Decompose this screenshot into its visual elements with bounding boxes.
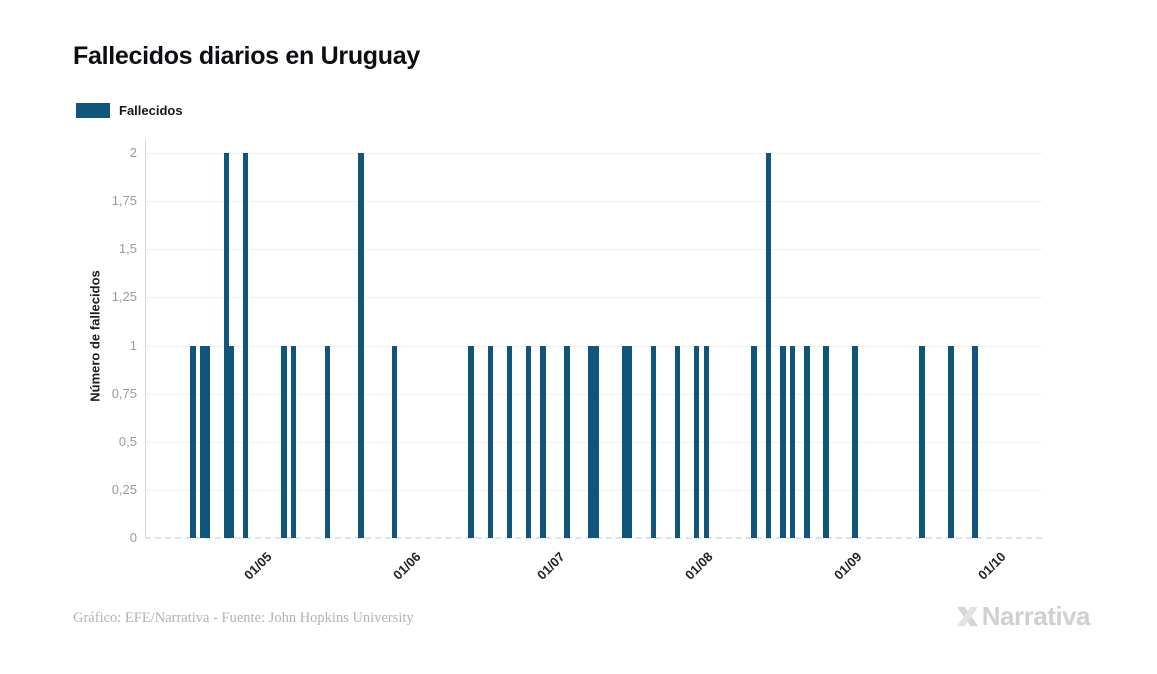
y-tick-label: 0,25 bbox=[111, 481, 137, 497]
bar[interactable] bbox=[487, 345, 494, 538]
bar[interactable] bbox=[703, 345, 709, 538]
legend-swatch-icon bbox=[76, 103, 110, 118]
bar[interactable] bbox=[564, 345, 570, 538]
bar[interactable] bbox=[228, 345, 235, 538]
bar[interactable] bbox=[468, 345, 474, 538]
bar[interactable] bbox=[199, 345, 206, 538]
gridline bbox=[145, 153, 1042, 154]
bar[interactable] bbox=[358, 153, 364, 538]
bar[interactable] bbox=[223, 153, 230, 538]
bar[interactable] bbox=[789, 345, 796, 538]
y-tick-label: 0,75 bbox=[111, 385, 137, 401]
bar[interactable] bbox=[919, 345, 925, 538]
bar[interactable] bbox=[823, 345, 829, 538]
gridline bbox=[145, 249, 1042, 251]
bar[interactable] bbox=[243, 153, 249, 538]
y-tick-label: 0 bbox=[129, 530, 137, 545]
x-tick-label: 01/07 bbox=[533, 549, 568, 583]
gridline bbox=[145, 297, 1042, 299]
legend-label: Fallecidos bbox=[119, 103, 183, 118]
bar[interactable] bbox=[291, 345, 297, 538]
bar[interactable] bbox=[391, 345, 398, 538]
bar[interactable] bbox=[972, 345, 978, 538]
bar[interactable] bbox=[804, 345, 810, 538]
y-tick-label: 1,75 bbox=[111, 193, 137, 209]
y-tick-label: 1,5 bbox=[118, 241, 137, 257]
y-tick-label: 1,25 bbox=[111, 289, 137, 305]
bar[interactable] bbox=[751, 345, 757, 538]
y-axis-line bbox=[145, 140, 146, 538]
bar[interactable] bbox=[693, 345, 700, 538]
bar[interactable] bbox=[765, 153, 772, 538]
bar[interactable] bbox=[588, 345, 594, 538]
bar[interactable] bbox=[852, 345, 858, 538]
bar[interactable] bbox=[674, 345, 681, 538]
x-axis-line bbox=[145, 537, 1042, 539]
chart-title: Fallecidos diarios en Uruguay bbox=[73, 42, 420, 70]
narrativa-logo-text: Narrativa bbox=[981, 601, 1091, 631]
bar[interactable] bbox=[626, 345, 633, 538]
bar[interactable] bbox=[948, 345, 954, 538]
narrativa-logo: Narrativa bbox=[956, 601, 1091, 632]
bar[interactable] bbox=[506, 345, 513, 538]
x-tick-label: 01/09 bbox=[831, 549, 865, 583]
bar[interactable] bbox=[324, 345, 330, 538]
legend-item-fallecidos[interactable]: Fallecidos bbox=[76, 103, 183, 118]
bar[interactable] bbox=[540, 345, 546, 538]
bar[interactable] bbox=[526, 345, 532, 538]
bar[interactable] bbox=[593, 345, 599, 538]
x-tick-label: 01/08 bbox=[682, 549, 717, 583]
bar[interactable] bbox=[621, 345, 628, 538]
bar[interactable] bbox=[780, 345, 786, 538]
source-credit: Gráfico: EFE/Narrativa - Fuente: John Ho… bbox=[73, 610, 414, 626]
bar[interactable] bbox=[190, 345, 196, 538]
bar[interactable] bbox=[204, 345, 211, 538]
bar[interactable] bbox=[650, 345, 657, 538]
narrativa-n-icon bbox=[956, 606, 978, 627]
y-tick-label: 0,5 bbox=[118, 433, 137, 449]
y-tick-label: 2 bbox=[129, 145, 137, 160]
y-tick-label: 1 bbox=[129, 337, 137, 353]
bar[interactable] bbox=[281, 345, 287, 538]
gridline bbox=[145, 201, 1042, 203]
